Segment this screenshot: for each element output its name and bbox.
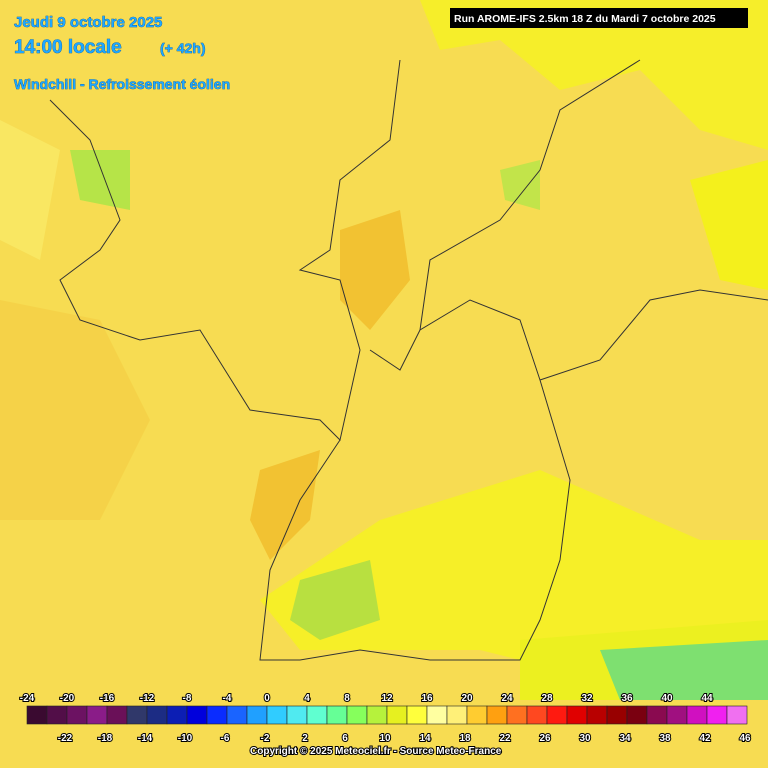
legend-swatch [126, 705, 148, 725]
legend-swatch [46, 705, 68, 725]
legend-label: -12 [140, 693, 155, 704]
time: 14:00 locale [14, 37, 122, 58]
copyright: Copyright © 2025 Meteociel.fr - Source M… [250, 746, 502, 757]
legend-swatch [246, 705, 268, 725]
legend-swatch [146, 705, 168, 725]
legend-label: -24 [20, 693, 35, 704]
legend-label: -10 [178, 733, 193, 744]
legend-swatch [526, 705, 548, 725]
legend-label: -20 [60, 693, 75, 704]
legend-label: 0 [264, 693, 270, 704]
legend-label: -2 [261, 733, 270, 744]
legend-label: 44 [701, 693, 713, 704]
run-info: Run AROME-IFS 2.5km 18 Z du Mardi 7 octo… [454, 13, 716, 25]
legend-swatch [266, 705, 288, 725]
legend-swatch [666, 705, 688, 725]
legend-swatch [366, 705, 388, 725]
legend-label: 42 [699, 733, 711, 744]
legend-swatch [26, 705, 48, 725]
legend-label: 20 [461, 693, 473, 704]
legend-swatch [226, 705, 248, 725]
run-banner [450, 8, 748, 28]
legend-label: -6 [221, 733, 230, 744]
legend-swatch [706, 705, 728, 725]
legend-swatch [286, 705, 308, 725]
legend-swatch [186, 705, 208, 725]
legend-swatch [606, 705, 628, 725]
legend-swatch [506, 705, 528, 725]
legend-swatch [466, 705, 488, 725]
legend-label: -22 [58, 733, 73, 744]
legend-label: 26 [539, 733, 551, 744]
legend-label: 4 [304, 693, 310, 704]
legend-swatch [626, 705, 648, 725]
legend-swatch [386, 705, 408, 725]
terrain [0, 0, 768, 700]
legend-swatch [306, 705, 328, 725]
legend-swatch [586, 705, 608, 725]
legend-label: 30 [579, 733, 591, 744]
legend-label: -18 [98, 733, 113, 744]
legend-label: 32 [581, 693, 593, 704]
legend-swatch [326, 705, 348, 725]
legend-swatch [406, 705, 428, 725]
legend-swatch [446, 705, 468, 725]
legend-swatch [566, 705, 588, 725]
legend-swatch [66, 705, 88, 725]
legend-swatch [726, 705, 748, 725]
legend-label: 14 [419, 733, 431, 744]
legend-label: 28 [541, 693, 553, 704]
legend-swatch [486, 705, 508, 725]
legend-label: 36 [621, 693, 633, 704]
legend-swatch [106, 705, 128, 725]
legend-label: 8 [344, 693, 350, 704]
lead-time: (+ 42h) [160, 40, 206, 56]
legend-label: 34 [619, 733, 631, 744]
legend-swatch [426, 705, 448, 725]
legend-swatch [206, 705, 228, 725]
legend-label: 6 [342, 733, 348, 744]
legend-label: -8 [183, 693, 192, 704]
legend-swatch [346, 705, 368, 725]
legend-label: 12 [381, 693, 393, 704]
legend-label: -4 [223, 693, 232, 704]
legend-swatch [546, 705, 568, 725]
legend-label: 2 [302, 733, 308, 744]
legend-label: 10 [379, 733, 391, 744]
date: Jeudi 9 octobre 2025 [14, 14, 162, 31]
legend-swatch [86, 705, 108, 725]
legend-swatch [686, 705, 708, 725]
borders [49, 59, 768, 661]
legend-label: 16 [421, 693, 433, 704]
legend-label: -14 [138, 733, 153, 744]
legend-label: 46 [739, 733, 751, 744]
legend-label: 38 [659, 733, 671, 744]
legend-swatch [646, 705, 668, 725]
legend-label: 40 [661, 693, 673, 704]
legend-label: 18 [459, 733, 471, 744]
legend: -24-22-20-18-16-14-12-10-8-6-4-202468101… [19, 692, 752, 745]
parameter: Windchill - Refroissement éolien [14, 76, 230, 92]
legend-swatch [166, 705, 188, 725]
legend-label: 24 [501, 693, 513, 704]
legend-label: -16 [100, 693, 115, 704]
legend-label: 22 [499, 733, 511, 744]
